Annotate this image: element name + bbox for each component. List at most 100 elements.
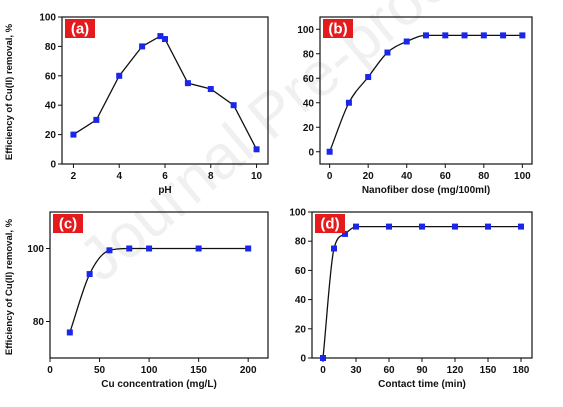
x-tick-label: 180 [513, 365, 530, 376]
data-point [326, 148, 333, 155]
data-point [253, 146, 260, 153]
x-tick-label: 50 [94, 365, 106, 376]
data-point [442, 32, 449, 39]
y-tick-label: 100 [27, 244, 44, 255]
y-tick-label: 60 [295, 266, 307, 277]
y-tick-label: 80 [33, 317, 45, 328]
y-tick-label: 40 [303, 98, 315, 109]
data-point [345, 99, 352, 106]
data-point [245, 245, 252, 252]
panel-label: (c) [59, 216, 77, 233]
data-point [342, 230, 348, 237]
data-point [126, 245, 133, 252]
data-point [93, 116, 100, 123]
x-tick-label: 30 [350, 365, 362, 376]
x-tick-label: 0 [47, 365, 53, 376]
x-axis-label: Cu concentration (mg/L) [101, 379, 217, 390]
x-axis-label: Contact time (min) [378, 379, 466, 390]
data-point [230, 102, 237, 109]
y-tick-label: 100 [39, 13, 56, 24]
panel-label: (d) [320, 216, 339, 233]
x-tick-label: 60 [383, 365, 395, 376]
x-tick-label: 120 [447, 365, 464, 376]
data-point [452, 223, 458, 230]
data-point [207, 86, 214, 93]
y-tick-label: 0 [308, 147, 314, 158]
y-tick-label: 20 [295, 324, 307, 335]
data-point [353, 223, 359, 230]
x-tick-label: 8 [208, 171, 214, 182]
data-point [519, 32, 526, 39]
data-point [386, 223, 392, 230]
y-tick-label: 40 [45, 101, 57, 112]
x-tick-label: 80 [478, 171, 490, 182]
x-tick-label: 10 [251, 171, 263, 182]
y-tick-label: 100 [289, 208, 306, 219]
data-point [195, 245, 202, 252]
x-tick-label: 40 [401, 171, 413, 182]
panel-label-background [53, 214, 83, 233]
data-point [518, 223, 524, 230]
y-tick-label: 80 [303, 49, 315, 60]
data-point [106, 247, 113, 254]
data-point [320, 355, 326, 361]
y-tick-label: 80 [295, 237, 307, 248]
y-tick-label: 60 [303, 74, 315, 85]
panel-label-background [323, 19, 353, 38]
chart-panel-4: 0 30 60 90 120 150 180 0 20 40 60 80 100 Contact time… [289, 208, 533, 390]
x-tick-label: 6 [162, 171, 168, 182]
x-axis-label: pH [158, 185, 171, 196]
x-tick-label: 90 [416, 365, 428, 376]
series-line [322, 225, 521, 359]
data-point [157, 33, 164, 40]
data-point [419, 223, 425, 230]
data-point [403, 38, 410, 45]
data-point [86, 271, 93, 278]
data-point [423, 32, 429, 39]
x-tick-label: 20 [363, 171, 375, 182]
data-point [70, 131, 77, 138]
panel-label-background [65, 19, 95, 38]
data-point [331, 245, 337, 252]
data-point [139, 43, 146, 50]
chart-panel-3: 0 50 100 150 200 80 100 Cu concentration (mg/L)… [27, 211, 269, 390]
x-axis-label: Nanofiber dose (mg/100ml) [362, 185, 490, 196]
x-tick-label: 100 [141, 365, 158, 376]
y-tick-label: 80 [45, 42, 57, 53]
plot-frame [49, 211, 269, 359]
x-tick-label: 60 [440, 171, 452, 182]
data-point [480, 32, 487, 39]
x-tick-label: 2 [71, 171, 77, 182]
series-line [69, 247, 249, 333]
data-point [384, 49, 391, 56]
y-axis-label-top: Efficiency of Cu(II) removal, % [4, 23, 15, 160]
x-tick-label: 4 [116, 171, 122, 182]
data-point [116, 72, 123, 79]
y-tick-label: 20 [45, 130, 57, 141]
x-tick-label: 0 [320, 365, 326, 376]
data-point [365, 74, 372, 81]
panel-label: (b) [328, 21, 347, 38]
data-point [66, 329, 73, 336]
y-tick-label: 0 [50, 160, 56, 171]
x-tick-label: 150 [480, 365, 497, 376]
y-tick-label: 100 [297, 25, 314, 36]
y-tick-label: 20 [303, 123, 315, 134]
x-tick-label: 0 [327, 171, 333, 182]
x-tick-label: 100 [514, 171, 531, 182]
y-tick-label: 60 [45, 71, 57, 82]
data-point [485, 223, 491, 230]
y-axis-label-bottom: Efficiency of Cu(II) removal, % [4, 218, 15, 355]
x-tick-label: 200 [240, 365, 257, 376]
panel-label-background [315, 214, 345, 233]
data-point [500, 32, 507, 39]
panel-label: (a) [71, 21, 89, 38]
data-point [162, 36, 168, 43]
data-point [461, 32, 468, 39]
y-tick-label: 40 [295, 295, 307, 306]
data-point [184, 80, 191, 87]
y-tick-label: 0 [300, 354, 306, 365]
